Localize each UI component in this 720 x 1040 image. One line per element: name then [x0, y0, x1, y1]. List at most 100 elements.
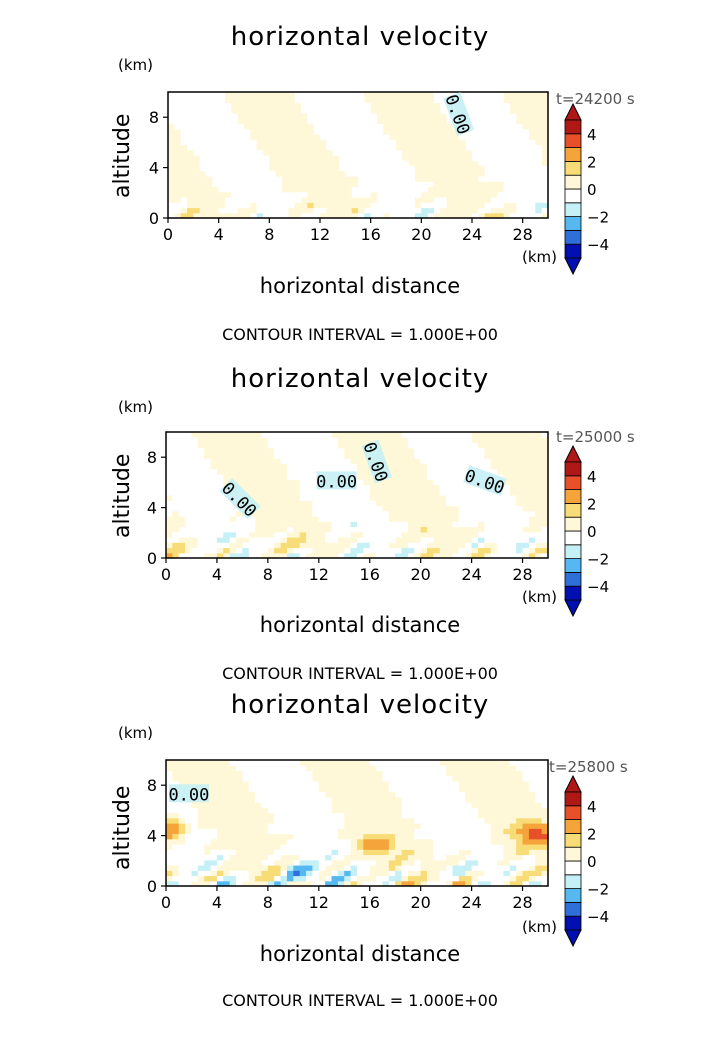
field-cell	[199, 139, 207, 146]
field-cell	[178, 781, 186, 787]
field-cell	[331, 844, 339, 850]
field-cell	[293, 865, 301, 871]
field-cell	[332, 170, 340, 177]
field-cell	[344, 765, 352, 772]
field-cell	[465, 128, 473, 135]
field-cell	[229, 849, 237, 856]
field-cell	[458, 463, 466, 470]
field-cell	[358, 160, 365, 167]
field-cell	[369, 489, 377, 496]
field-cell	[206, 191, 213, 198]
field-cell	[407, 526, 415, 533]
field-cell	[299, 786, 307, 793]
field-cell	[522, 212, 530, 219]
field-cell	[459, 197, 467, 203]
field-cell	[401, 552, 409, 559]
field-cell	[541, 170, 549, 177]
field-cell	[433, 770, 441, 777]
field-cell	[294, 160, 302, 167]
field-cell	[420, 474, 428, 480]
field-cell	[218, 97, 226, 104]
field-cell	[318, 812, 326, 819]
field-cell	[509, 865, 517, 871]
field-cell	[458, 791, 466, 798]
field-cell	[244, 139, 251, 146]
y-tick-label: 8	[147, 776, 157, 795]
field-cell	[516, 823, 524, 829]
field-cell	[522, 531, 530, 538]
field-cell	[286, 537, 294, 543]
field-cell	[185, 468, 193, 475]
field-cell	[414, 458, 422, 465]
field-cell	[337, 812, 345, 819]
field-cell	[395, 453, 403, 459]
field-cell	[312, 537, 320, 543]
field-cell	[331, 870, 339, 877]
field-cell	[172, 880, 180, 887]
field-cell	[250, 128, 258, 135]
field-cell	[267, 510, 275, 517]
field-cell	[337, 833, 345, 840]
field-cell	[197, 526, 205, 533]
field-cell	[216, 802, 224, 808]
field-cell	[269, 92, 277, 98]
field-cell	[255, 468, 263, 475]
field-cell	[242, 828, 250, 835]
field-cell	[484, 107, 492, 114]
field-cell	[229, 875, 237, 882]
field-cell	[166, 849, 173, 856]
field-cell	[465, 453, 473, 459]
colorbar-swatch	[564, 216, 582, 231]
field-cell	[535, 833, 543, 840]
field-cell	[420, 447, 428, 454]
field-cell	[522, 165, 530, 172]
field-cell	[344, 833, 352, 840]
field-cell	[301, 181, 308, 188]
field-cell	[210, 875, 218, 882]
field-cell	[522, 97, 530, 104]
field-cell	[225, 149, 232, 156]
field-cell	[293, 770, 301, 777]
field-cell	[382, 844, 390, 850]
field-cell	[244, 123, 251, 130]
field-cell	[274, 447, 282, 454]
field-cell	[248, 781, 256, 787]
field-cell	[471, 500, 479, 507]
field-cell	[166, 495, 173, 501]
field-cell	[293, 547, 301, 554]
field-cell	[294, 191, 302, 198]
field-cell	[453, 149, 460, 156]
field-cell	[382, 760, 390, 766]
field-cell	[477, 823, 485, 829]
field-cell	[293, 775, 301, 782]
field-cell	[172, 495, 180, 501]
field-cell	[225, 102, 232, 109]
field-cell	[267, 770, 275, 777]
field-cell	[407, 802, 415, 808]
field-cell	[427, 144, 435, 151]
field-cell	[166, 844, 173, 850]
field-cell	[446, 537, 454, 543]
field-cell	[535, 144, 543, 151]
field-cell	[299, 828, 307, 835]
field-cell	[172, 775, 180, 782]
field-cell	[318, 775, 326, 782]
field-cell	[267, 453, 275, 459]
field-cell	[407, 844, 415, 850]
field-cell	[204, 463, 212, 470]
field-cell	[528, 516, 536, 522]
colorbar-swatch	[564, 874, 582, 890]
field-cell	[248, 812, 256, 819]
field-cell	[174, 107, 182, 114]
field-cell	[484, 854, 492, 861]
field-cell	[225, 134, 232, 140]
field-cell	[250, 149, 258, 156]
field-cell	[541, 781, 549, 787]
x-tick-label: 16	[360, 225, 380, 244]
field-cell	[363, 542, 371, 549]
field-cell	[535, 102, 543, 109]
field-cell	[357, 479, 364, 486]
field-cell	[282, 107, 289, 114]
field-cell	[174, 144, 182, 151]
field-cell	[528, 468, 536, 475]
